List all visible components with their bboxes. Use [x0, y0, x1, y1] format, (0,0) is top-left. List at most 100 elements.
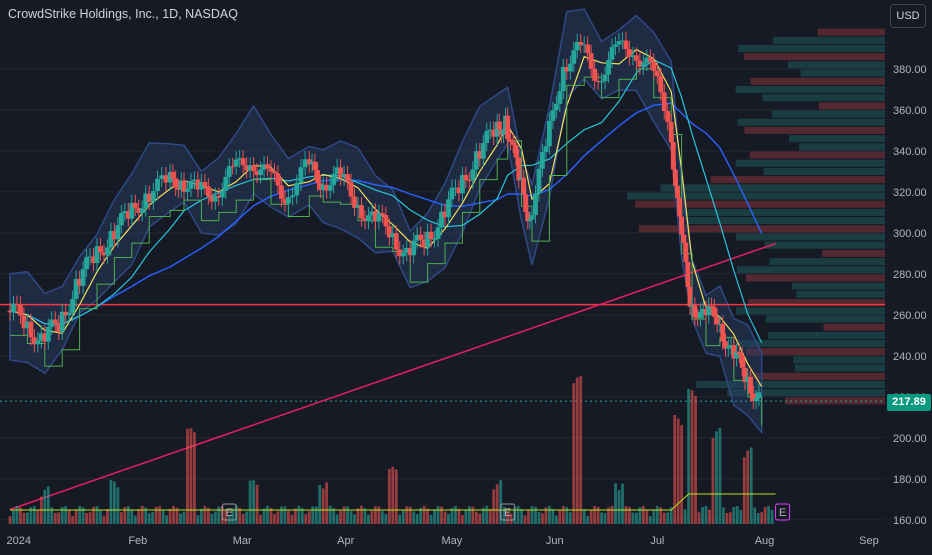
- candle-body: [661, 92, 667, 112]
- candle-body: [59, 311, 65, 332]
- candle-body: [620, 40, 625, 42]
- volume-bar: [22, 512, 26, 524]
- candle-body: [553, 103, 559, 111]
- volume-profile-bar: [687, 217, 885, 225]
- candle-body: [407, 247, 413, 256]
- volume-bar: [666, 512, 670, 524]
- volume-bar: [346, 506, 349, 524]
- volume-bar: [770, 510, 774, 524]
- volume-profile-bar: [696, 381, 885, 389]
- volume-bar: [57, 512, 61, 524]
- earnings-icon: [221, 503, 237, 521]
- volume-bar: [304, 514, 308, 524]
- candle-body: [698, 311, 703, 318]
- volume-bar: [99, 509, 102, 524]
- candle-body: [491, 129, 497, 137]
- volume-bar: [422, 505, 426, 524]
- candle-body: [428, 231, 434, 240]
- candle-body: [345, 173, 350, 182]
- volume-profile-bar: [773, 36, 885, 44]
- volume-profile-bar: [794, 364, 885, 372]
- earnings-icon: [775, 503, 791, 521]
- volume-bar: [443, 511, 447, 524]
- candle-body: [118, 213, 124, 226]
- volume-bar: [502, 506, 506, 524]
- candle-body: [717, 323, 723, 325]
- volume-profile-bar: [821, 249, 885, 257]
- candle-body: [513, 144, 519, 158]
- volume-bar: [683, 509, 687, 524]
- candle-body: [647, 57, 653, 62]
- volume-bar: [332, 508, 336, 524]
- candle-body: [687, 286, 693, 307]
- candle-body: [254, 171, 260, 176]
- candle-body: [748, 376, 753, 394]
- candle-body: [585, 44, 591, 54]
- volume-bar: [307, 511, 311, 524]
- x-tick-label: Jul: [650, 535, 664, 547]
- volume-bar: [206, 507, 210, 524]
- candle-body: [223, 176, 229, 191]
- candle-body: [35, 340, 41, 345]
- candle-body: [209, 196, 215, 202]
- candle-body: [309, 161, 315, 165]
- volume-bar: [113, 481, 116, 524]
- candle-body: [136, 208, 142, 213]
- volume-bar: [280, 506, 283, 524]
- volume-profile-bar: [823, 323, 885, 331]
- candle-body: [240, 158, 246, 166]
- candle-body: [125, 211, 131, 219]
- volume-bar: [328, 505, 332, 524]
- volume-profile-bar: [769, 258, 885, 266]
- earnings-icon: [500, 503, 516, 521]
- volume-bar: [297, 505, 301, 524]
- volume-bar: [440, 506, 443, 524]
- volume-bar: [356, 508, 360, 524]
- candle-body: [77, 278, 82, 286]
- ma-mid-line: [9, 59, 763, 344]
- candle-body: [139, 208, 145, 213]
- volume-bar: [530, 506, 534, 524]
- volume-bar: [252, 480, 255, 524]
- volume-bar: [53, 512, 57, 524]
- candle-body: [557, 91, 563, 104]
- volume-bar: [471, 506, 475, 524]
- currency-selector[interactable]: USD: [890, 4, 926, 28]
- volume-bar: [711, 437, 715, 524]
- volume-profile-bar: [765, 315, 885, 323]
- candle-body: [112, 231, 117, 240]
- candle-body: [192, 179, 197, 182]
- candle-body: [564, 67, 570, 72]
- candle-body: [560, 67, 566, 92]
- candle-body: [331, 173, 337, 186]
- earnings-label: E: [504, 507, 511, 519]
- candle-body: [70, 298, 76, 313]
- candle-body: [527, 219, 533, 222]
- volume-bar: [635, 512, 638, 524]
- earnings-marker: E: [775, 503, 791, 521]
- candle-body: [550, 110, 556, 121]
- volume-bar: [509, 513, 513, 524]
- candle-body: [315, 170, 321, 184]
- candle-body: [714, 316, 720, 325]
- volume-bar: [391, 466, 395, 524]
- volume-bar: [165, 515, 168, 524]
- volume-bar: [433, 510, 436, 524]
- candle-body: [84, 257, 89, 270]
- volume-bar: [621, 483, 624, 524]
- volume-bar: [499, 480, 503, 524]
- candle-body: [442, 211, 448, 218]
- candle-body: [21, 315, 27, 329]
- volume-bar: [478, 513, 482, 524]
- volume-bar: [447, 513, 450, 524]
- volume-bar: [579, 375, 583, 524]
- candle-body: [298, 167, 304, 183]
- candle-body: [446, 199, 451, 218]
- candle-body: [163, 175, 169, 183]
- x-tick-label: Apr: [337, 535, 354, 547]
- volume-bar: [311, 506, 315, 524]
- candle-body: [720, 323, 726, 342]
- volume-profile-bar: [736, 307, 885, 315]
